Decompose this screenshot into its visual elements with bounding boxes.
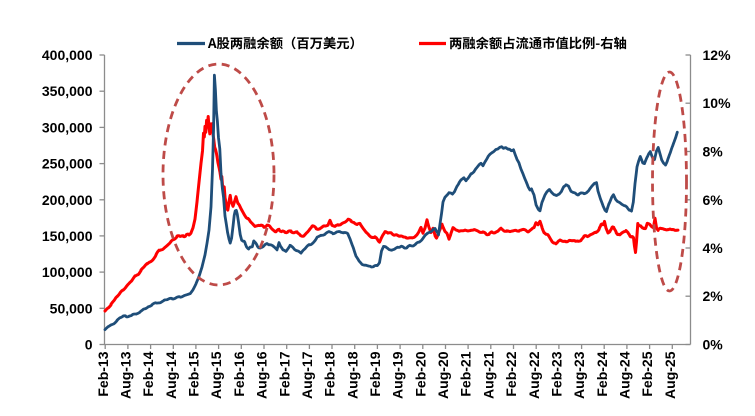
svg-text:Aug-20: Aug-20: [435, 351, 451, 399]
svg-text:6%: 6%: [703, 192, 724, 208]
svg-text:350,000: 350,000: [42, 83, 93, 99]
svg-text:Feb-21: Feb-21: [458, 351, 474, 396]
svg-text:Aug-18: Aug-18: [344, 351, 360, 399]
svg-text:8%: 8%: [703, 144, 724, 160]
svg-text:Aug-21: Aug-21: [480, 351, 496, 399]
svg-text:Feb-18: Feb-18: [322, 351, 338, 396]
svg-text:200,000: 200,000: [42, 192, 93, 208]
svg-text:Feb-13: Feb-13: [95, 351, 111, 396]
svg-text:Aug-22: Aug-22: [526, 351, 542, 399]
svg-text:0: 0: [85, 337, 93, 353]
svg-text:400,000: 400,000: [42, 47, 93, 63]
svg-text:0%: 0%: [703, 337, 724, 353]
svg-text:250,000: 250,000: [42, 156, 93, 172]
svg-text:Aug-19: Aug-19: [390, 351, 406, 399]
svg-text:Aug-14: Aug-14: [163, 351, 179, 399]
svg-text:Feb-24: Feb-24: [594, 351, 610, 396]
svg-text:100,000: 100,000: [42, 264, 93, 280]
svg-text:Feb-15: Feb-15: [186, 351, 202, 396]
svg-text:Aug-17: Aug-17: [299, 351, 315, 399]
svg-text:Feb-22: Feb-22: [503, 351, 519, 396]
svg-text:Feb-25: Feb-25: [639, 351, 655, 396]
svg-text:Aug-13: Aug-13: [118, 351, 134, 399]
svg-text:Feb-14: Feb-14: [140, 351, 156, 396]
svg-text:150,000: 150,000: [42, 228, 93, 244]
svg-text:2%: 2%: [703, 288, 724, 304]
svg-text:12%: 12%: [703, 47, 732, 63]
svg-text:Feb-19: Feb-19: [367, 351, 383, 396]
svg-text:Aug-16: Aug-16: [254, 351, 270, 399]
svg-text:Feb-17: Feb-17: [276, 351, 292, 396]
svg-text:Aug-23: Aug-23: [571, 351, 587, 399]
svg-text:Aug-25: Aug-25: [662, 351, 678, 399]
svg-text:10%: 10%: [703, 95, 732, 111]
svg-text:Feb-16: Feb-16: [231, 351, 247, 396]
svg-text:Aug-15: Aug-15: [208, 351, 224, 399]
svg-text:Feb-20: Feb-20: [412, 351, 428, 396]
svg-text:300,000: 300,000: [42, 119, 93, 135]
svg-text:4%: 4%: [703, 240, 724, 256]
svg-text:Feb-23: Feb-23: [549, 351, 565, 396]
svg-text:50,000: 50,000: [50, 300, 93, 316]
svg-text:Aug-24: Aug-24: [617, 351, 633, 399]
